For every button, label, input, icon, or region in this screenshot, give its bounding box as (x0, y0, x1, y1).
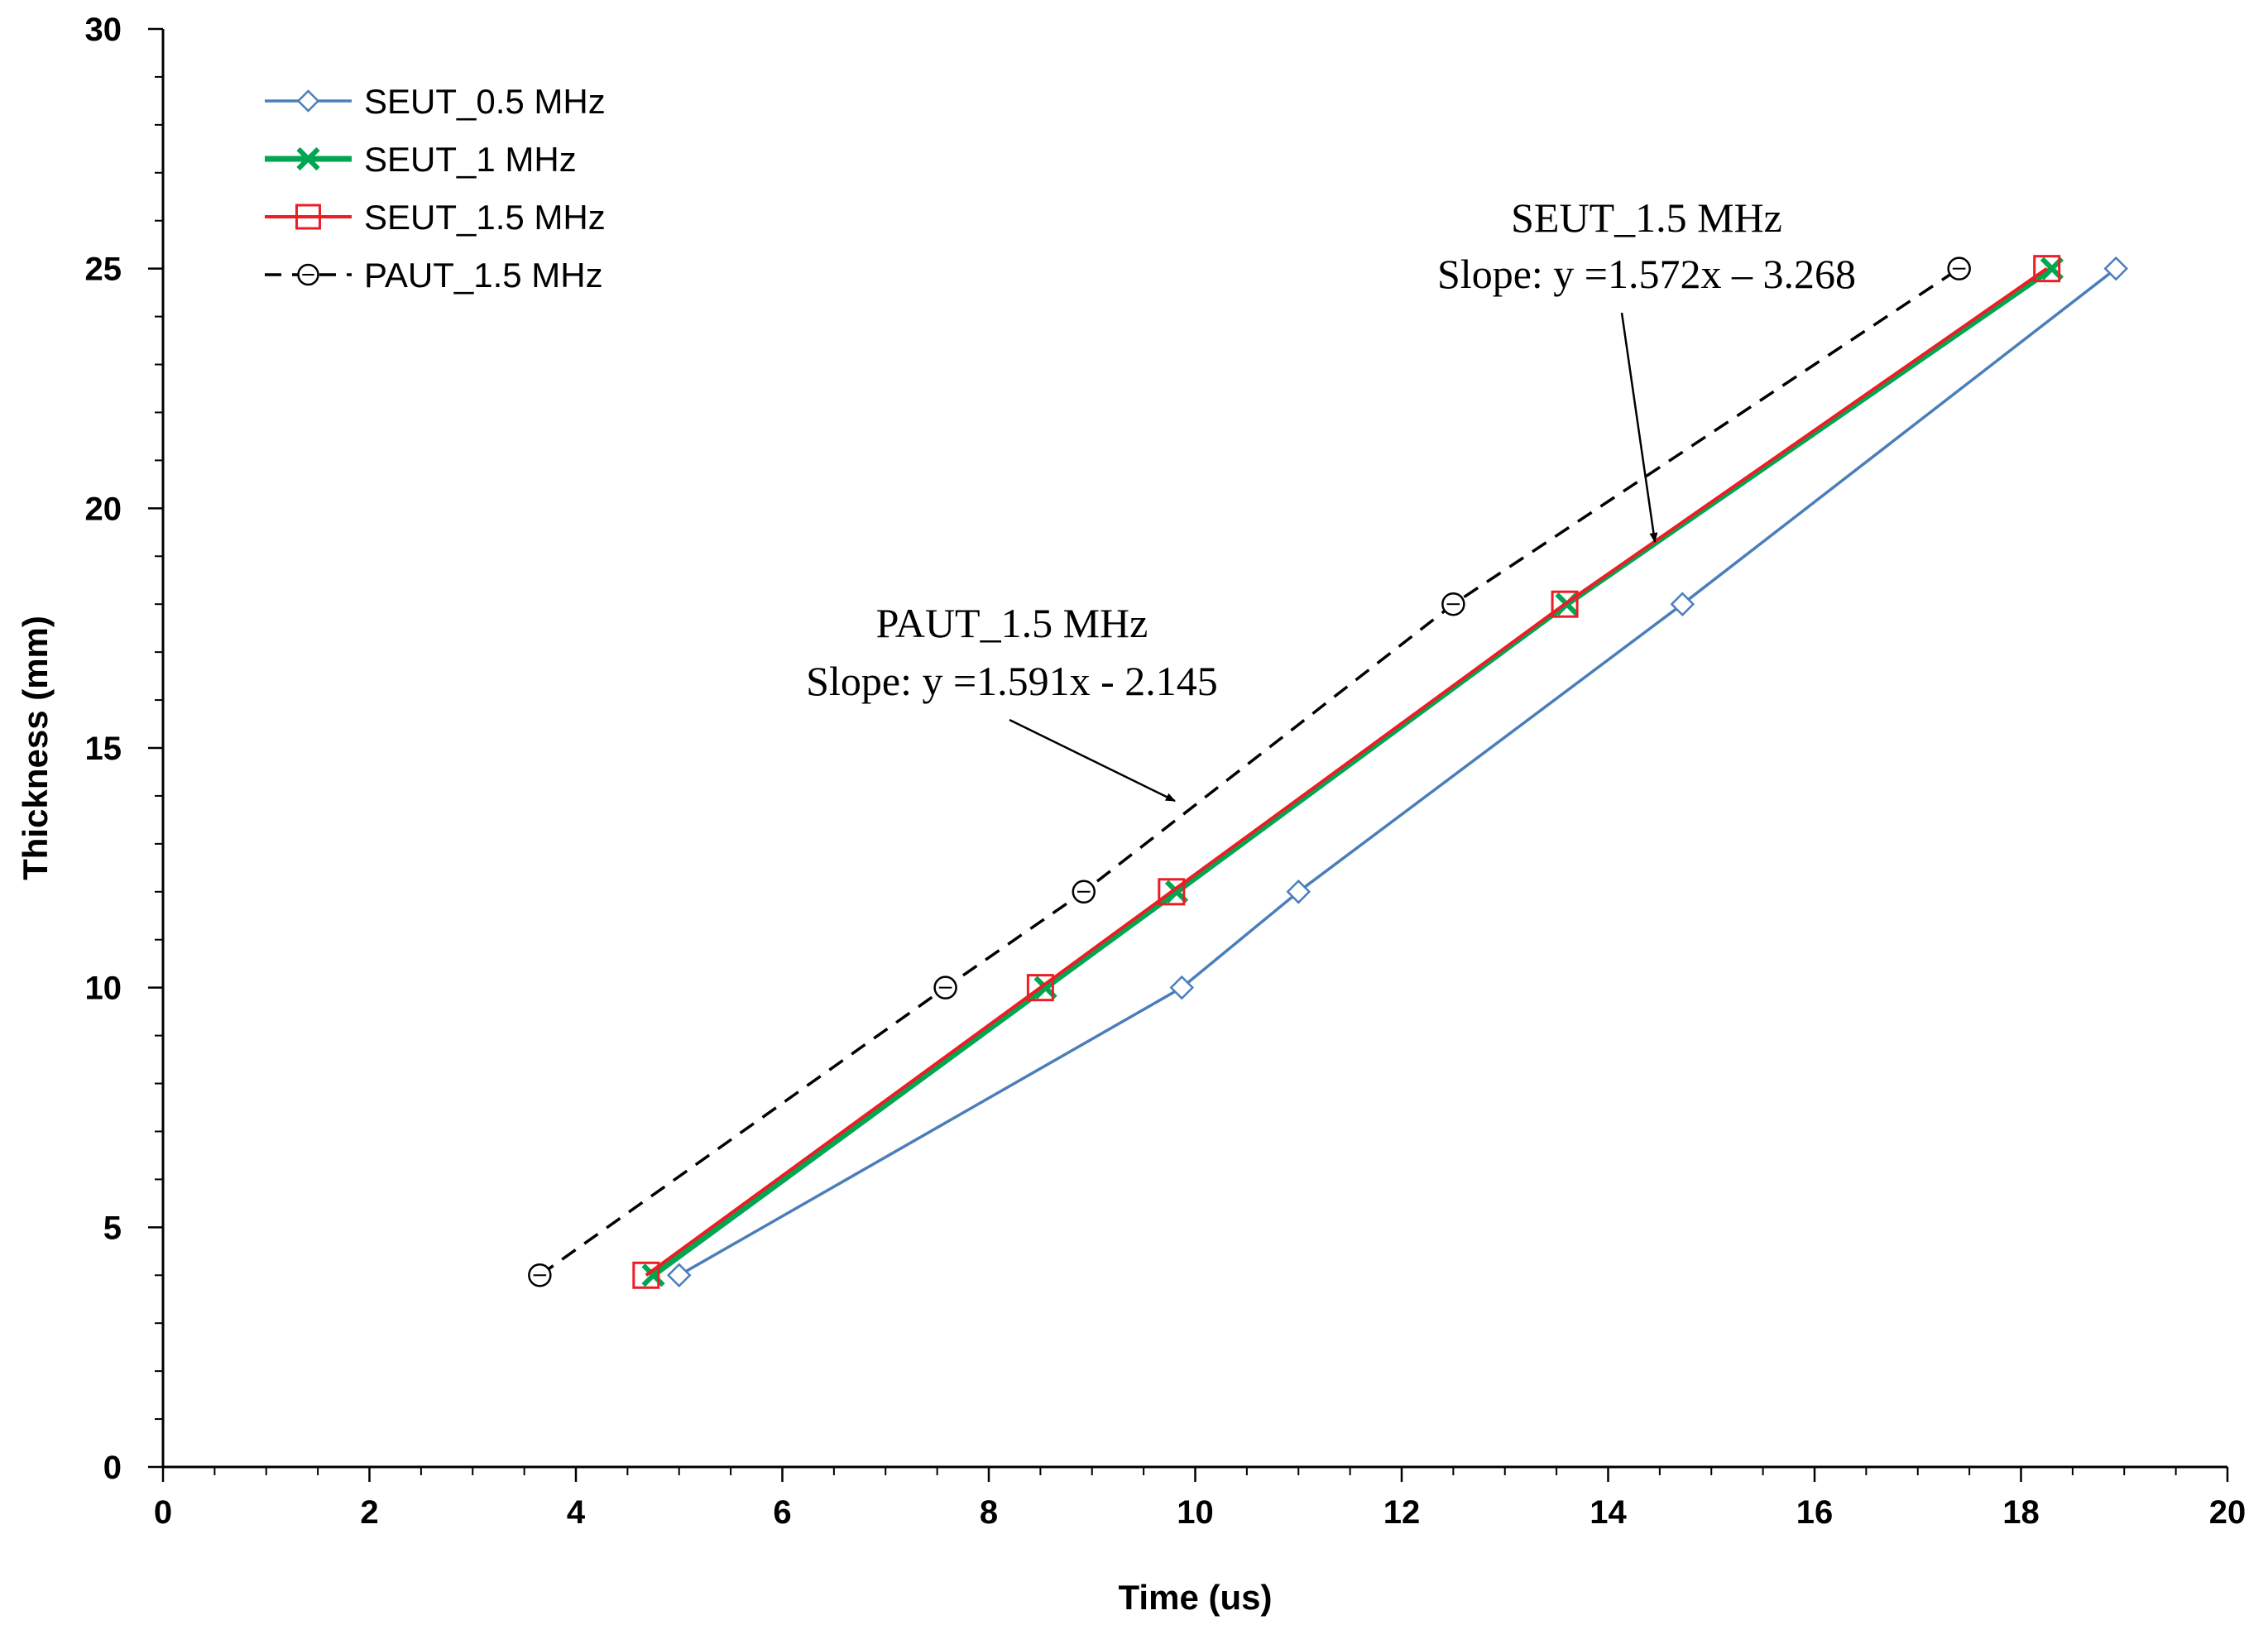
marker-diamond (296, 89, 320, 113)
series-seut-0-5-mhz (666, 256, 2129, 1288)
legend-item: SEUT_1 MHz (265, 140, 577, 179)
annotation-equation: Slope: y =1.572x – 3.268 (1437, 251, 1856, 297)
series-line (645, 267, 2048, 1277)
x-tick-label: 8 (980, 1494, 998, 1531)
marker-square (295, 204, 321, 230)
x-tick-label: 4 (567, 1494, 586, 1531)
marker-x-stroke (641, 1263, 665, 1287)
marker-square (632, 1261, 660, 1289)
x-tick-label: 2 (360, 1494, 378, 1531)
x-tick-label: 20 (2209, 1494, 2246, 1531)
annotation-arrow (1620, 312, 1658, 543)
legend: SEUT_0.5 MHz SEUT_1 MHz SEUT_1.5 MHz PAUT_1… (265, 82, 606, 295)
y-tick-label: 30 (85, 12, 122, 48)
marker-square (1026, 974, 1054, 1002)
legend-label: SEUT_0.5 MHz (364, 82, 606, 121)
y-tick-label: 20 (85, 491, 122, 527)
series-layer (528, 255, 2129, 1289)
marker-diamond (1169, 975, 1195, 1000)
y-tick-label: 0 (103, 1450, 122, 1486)
legend-item: SEUT_0.5 MHz (265, 82, 606, 121)
legend-item: PAUT_1.5 MHz (265, 256, 603, 295)
y-tick-label: 5 (103, 1210, 122, 1246)
annotation-title: SEUT_1.5 MHz (1511, 194, 1782, 241)
x-tick-label: 6 (773, 1494, 791, 1531)
legend-label: PAUT_1.5 MHz (364, 256, 603, 295)
x-tick-label: 16 (1796, 1494, 1834, 1531)
annotation: SEUT_1.5 MHz Slope: y =1.572x – 3.268 (1437, 194, 1856, 543)
x-tick-label: 18 (2002, 1494, 2040, 1531)
annotation-layer: SEUT_1.5 MHz Slope: y =1.572x – 3.268 PAUT… (806, 194, 1856, 803)
x-axis-title: Time (us) (1119, 1578, 1273, 1617)
annotation-title: PAUT_1.5 MHz (876, 600, 1148, 646)
marker-diamond (666, 1263, 692, 1288)
y-tick-label: 15 (85, 731, 122, 767)
y-axis-title: Thickness (mm) (16, 616, 55, 880)
annotation: PAUT_1.5 MHz Slope: y =1.591x - 2.145 (806, 600, 1218, 803)
y-tick-label: 10 (85, 971, 122, 1007)
marker-x (296, 146, 320, 171)
legend-item: SEUT_1.5 MHz (265, 198, 606, 237)
series-seut-1-5-mhz (632, 255, 2061, 1289)
x-tick-label: 10 (1177, 1494, 1214, 1531)
marker-x (641, 1263, 665, 1287)
marker-x-stroke (296, 146, 320, 171)
x-tick-label: 14 (1590, 1494, 1627, 1531)
annotation-equation: Slope: y =1.591x - 2.145 (806, 658, 1218, 704)
legend-label: SEUT_1.5 MHz (364, 198, 606, 237)
annotation-arrow (1009, 718, 1176, 803)
axes: 0 2 4 6 8 10 12 14 16 18 20 0 5 10 15 20 25 30 Time (us) Th… (16, 12, 2246, 1617)
x-tick-label: 12 (1383, 1494, 1421, 1531)
series-paut-1-5-mhz (528, 256, 1971, 1287)
marker-diamond (1286, 880, 1311, 904)
y-tick-label: 25 (85, 252, 122, 288)
marker-diamond (2103, 256, 2129, 281)
marker-square (1158, 878, 1186, 906)
marker-square (1551, 590, 1579, 618)
legend-label: SEUT_1 MHz (364, 140, 577, 179)
x-tick-label: 0 (154, 1494, 172, 1531)
marker-square (2033, 255, 2061, 283)
marker-diamond (1670, 592, 1695, 616)
